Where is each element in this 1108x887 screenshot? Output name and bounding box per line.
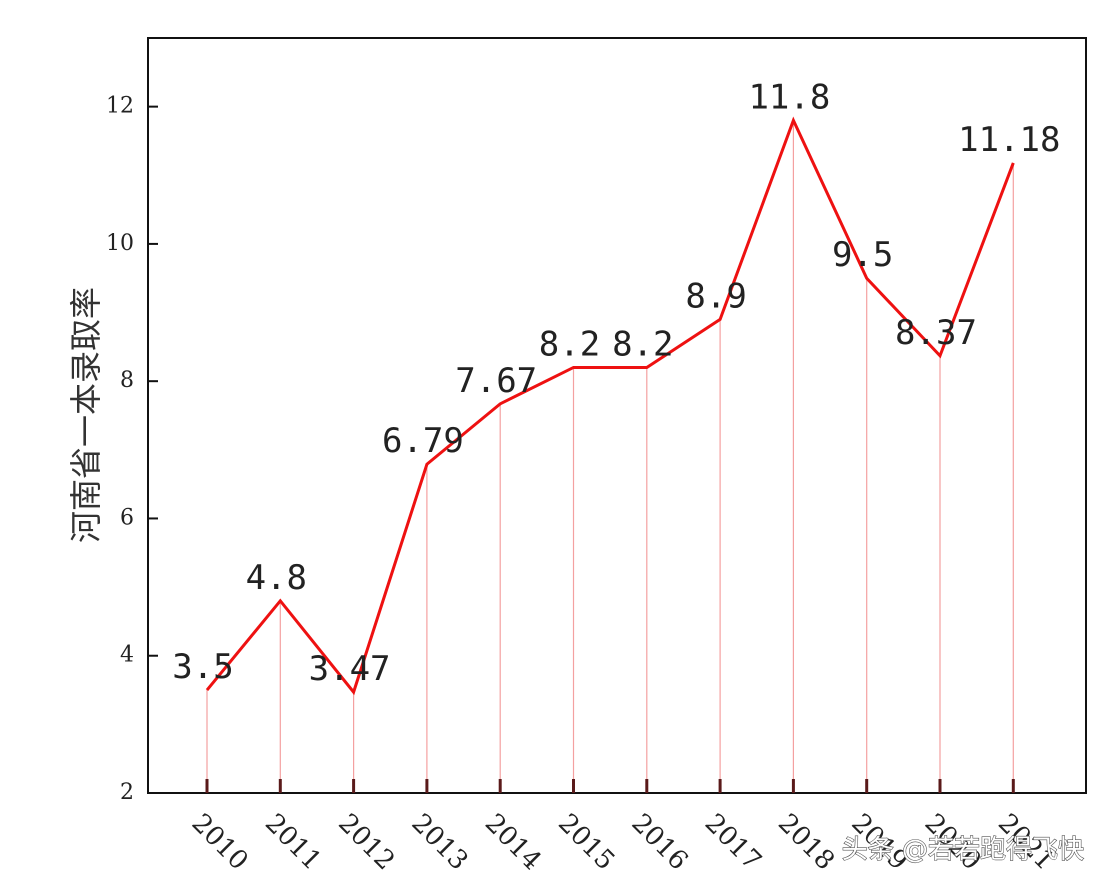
y-tick-label: 2	[120, 780, 134, 805]
x-tick-label: 2017	[699, 808, 767, 876]
x-tick-label: 2010	[186, 808, 254, 876]
data-label-2016: 8.2	[612, 324, 673, 364]
data-label-2019: 9.5	[832, 235, 893, 275]
y-axis-ticks: 2 4 6 8 10 12	[106, 94, 158, 805]
y-tick-label: 4	[120, 643, 134, 668]
x-tick-label: 2012	[332, 808, 400, 876]
data-label-2018: 11.8	[748, 77, 830, 117]
y-axis-label: 河南省一本录取率	[67, 287, 105, 543]
watermark: 头条 @若若跑得飞快	[842, 835, 1084, 865]
data-label-2015: 8.2	[539, 324, 600, 364]
y-tick-label: 8	[120, 368, 134, 393]
data-label-2017: 8.9	[685, 276, 746, 316]
x-tick-label: 2014	[479, 808, 547, 876]
y-tick-label: 12	[106, 94, 134, 119]
data-label-2021: 11.18	[958, 120, 1060, 160]
data-label-2020: 8.37	[895, 313, 977, 353]
x-tick-label: 2013	[406, 808, 474, 876]
x-tick-label: 2011	[259, 808, 327, 876]
x-tick-label: 2015	[552, 808, 620, 876]
drop-lines	[206, 120, 1014, 793]
data-label-2012: 3.47	[309, 649, 391, 689]
data-label-2013: 6.79	[382, 421, 464, 461]
x-tick-label: 2018	[772, 808, 840, 876]
x-tick-label: 2016	[626, 808, 694, 876]
data-labels: 3.54.83.476.797.678.2 8.28.911.89.58.3711…	[172, 77, 1060, 689]
y-tick-label: 6	[120, 505, 134, 530]
series-line	[205, 116, 1015, 696]
y-tick-label: 10	[106, 231, 134, 256]
plot-frame	[147, 37, 1087, 794]
data-label-2011: 4.8	[246, 558, 307, 598]
data-label-2014: 7.67	[455, 361, 537, 401]
data-label-2010: 3.5	[172, 647, 233, 687]
